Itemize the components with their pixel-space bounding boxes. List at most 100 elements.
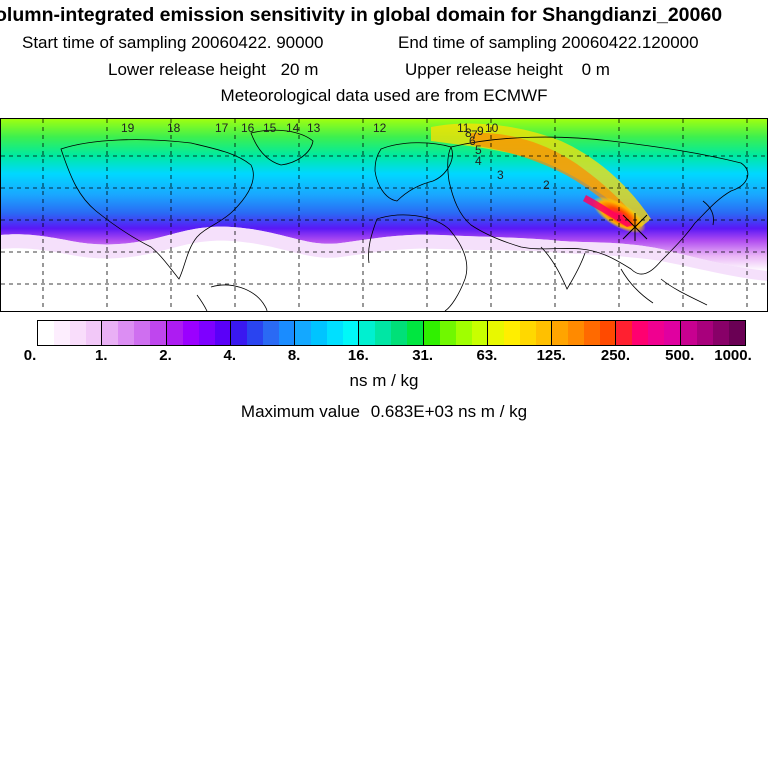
- coastlines: [60, 129, 749, 311]
- colorbar-cell: [696, 321, 713, 345]
- colorbar-separator: [101, 321, 103, 345]
- trajectory-label: 9: [477, 124, 484, 138]
- coast-asia: [447, 136, 749, 275]
- map-title-text: olumn-integrated emission sensitivity in…: [0, 4, 723, 26]
- colorbar-cell: [584, 321, 601, 345]
- colorbar-separator: [294, 321, 296, 345]
- trajectory-label: 16: [241, 121, 255, 135]
- colorbar-cell: [327, 321, 344, 345]
- colorbar-cell: [519, 321, 536, 345]
- trajectory-label: 4: [475, 154, 482, 168]
- colorbar-cell: [198, 321, 215, 345]
- lower-height-label: Lower release height: [108, 60, 266, 79]
- colorbar-tick-label: 4.: [223, 347, 237, 364]
- coast-japan: [702, 200, 714, 226]
- lower-height-value: 20 m: [280, 60, 319, 79]
- trajectory-label: 7: [471, 128, 478, 142]
- colorbar-cell: [246, 321, 263, 345]
- upper-height-value: 0 m: [581, 60, 610, 79]
- upper-height-label: Upper release height: [405, 60, 563, 79]
- colorbar-cell: [632, 321, 649, 345]
- coast-greenland: [250, 129, 314, 166]
- sensitivity-map: 19 18 17 16 15 14 13 12 11 10 9 8 7 6 5 4 3 2: [0, 118, 768, 312]
- sensitivity-field-fringe: [1, 226, 767, 281]
- coast-africa: [368, 214, 468, 311]
- trajectory-label: 3: [497, 168, 504, 182]
- start-time-label: Start time of sampling: [22, 33, 187, 52]
- end-time-value: 20060422.120000: [561, 33, 699, 52]
- colorbar-cell: [166, 321, 183, 345]
- colorbar-separator: [165, 321, 167, 345]
- colorbar-tick-label: 1000.: [714, 347, 752, 364]
- end-time-label: End time of sampling: [398, 33, 557, 52]
- trajectory-label: 10: [485, 121, 499, 135]
- colorbar-tick-label: 2.: [159, 347, 172, 364]
- colorbar-cell: [552, 321, 569, 345]
- colorbar-cell: [38, 321, 55, 345]
- coast-southeast-asia: [620, 268, 708, 306]
- trajectory-label: 5: [475, 143, 482, 157]
- colorbar-tick-label: 16.: [347, 347, 369, 364]
- colorbar-tick-label: 31.: [412, 347, 434, 364]
- colorbar-tick-label: 63.: [476, 347, 498, 364]
- colorbar-separator: [615, 321, 617, 345]
- maximum-value-line: Maximum value 0.683E+03 ns m / kg: [0, 402, 768, 422]
- trajectory-label: 13: [307, 121, 321, 135]
- colorbar-cell: [664, 321, 681, 345]
- release-marker: [622, 213, 648, 241]
- coast-north-america: [60, 139, 254, 280]
- colorbar-cell: [487, 321, 504, 345]
- colorbar-cell: [568, 321, 585, 345]
- trajectory-label: 6: [469, 134, 476, 148]
- colorbar-cell: [391, 321, 408, 345]
- trajectory-label: 15: [263, 121, 277, 135]
- met-data-text: Meteorological data used are from ECMWF: [220, 86, 548, 105]
- colorbar-cell: [712, 321, 729, 345]
- maximum-value: 0.683E+03 ns m / kg: [370, 402, 528, 421]
- colorbar-cell: [262, 321, 279, 345]
- colorbar-separator: [486, 321, 488, 345]
- colorbar-separator: [422, 321, 424, 345]
- colorbar-cell: [455, 321, 472, 345]
- coast-india: [540, 246, 586, 290]
- colorbar-cell: [102, 321, 119, 345]
- trajectory-label: 14: [286, 121, 300, 135]
- colorbar-cell: [343, 321, 360, 345]
- colorbar-cell: [230, 321, 247, 345]
- colorbar-cell: [86, 321, 103, 345]
- trajectory-label: 2: [543, 178, 550, 192]
- colorbar-cell: [728, 321, 745, 345]
- colorbar-tick-label: 125.: [536, 347, 566, 364]
- map-title: olumn-integrated emission sensitivity in…: [0, 4, 768, 30]
- colorbar-cell: [503, 321, 520, 345]
- colorbar-cell: [648, 321, 665, 345]
- start-time-value: 20060422. 90000: [191, 33, 324, 52]
- colorbar-cell: [295, 321, 312, 345]
- colorbar-cell: [616, 321, 633, 345]
- coast-europe: [374, 142, 453, 202]
- colorbar-cell: [54, 321, 71, 345]
- colorbar-tick-label: 8.: [287, 347, 301, 364]
- colorbar-cell: [214, 321, 231, 345]
- colorbar-cell: [600, 321, 617, 345]
- trajectory-label: 18: [167, 121, 181, 135]
- colorbar-cell: [407, 321, 424, 345]
- colorbar-tick-label: 500.: [665, 347, 695, 364]
- colorbar-cell: [423, 321, 440, 345]
- colorbar-tick-label: 0.: [23, 347, 37, 364]
- colorbar: [37, 320, 746, 346]
- colorbar-separator: [358, 321, 360, 345]
- colorbar-cell: [70, 321, 87, 345]
- colorbar-cell: [471, 321, 488, 345]
- start-time-line: Start time of sampling 20060422. 90000: [22, 33, 324, 53]
- colorbar-cell: [118, 321, 135, 345]
- sensitivity-plume-yellow: [431, 123, 651, 227]
- colorbar-cell: [134, 321, 151, 345]
- colorbar-tick-label: 250.: [600, 347, 631, 364]
- colorbar-separator: [679, 321, 681, 345]
- colorbar-cell: [311, 321, 328, 345]
- colorbar-cell: [278, 321, 295, 345]
- trajectory-label: 12: [373, 121, 387, 135]
